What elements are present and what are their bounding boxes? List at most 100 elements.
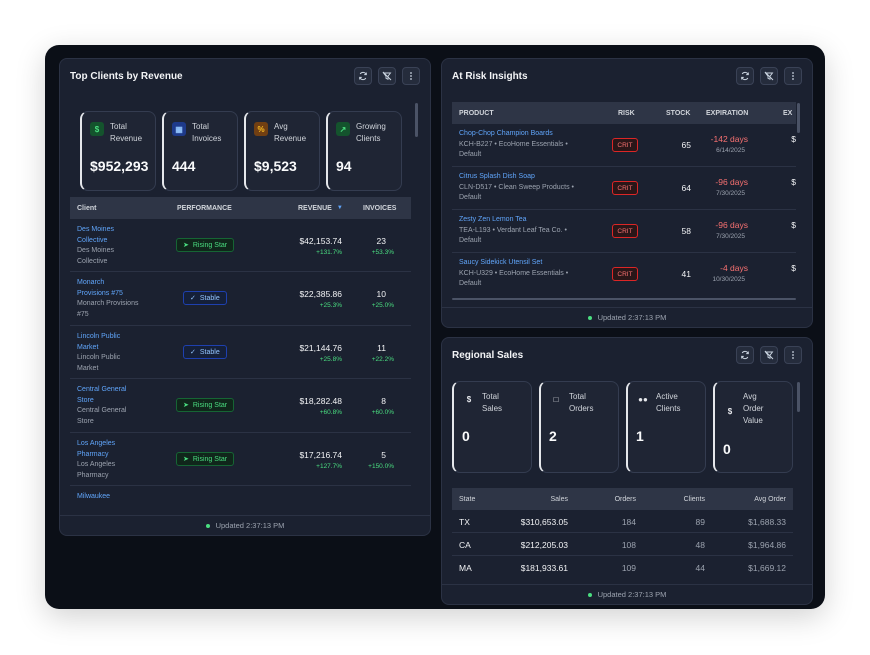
- table-row[interactable]: CA $212,205.03 108 48 $1,964.86: [452, 533, 793, 556]
- column-header-state[interactable]: State: [459, 495, 476, 503]
- table-row[interactable]: Monarch Provisions #75 Monarch Provisions…: [70, 272, 411, 326]
- days-value: -96 days: [715, 177, 748, 187]
- horizontal-scrollbar[interactable]: [452, 298, 796, 300]
- rocket-icon: ➤: [183, 402, 189, 409]
- client-cell: Milwaukee: [77, 492, 110, 503]
- sort-desc-icon: ▼: [336, 205, 343, 211]
- column-header-performance[interactable]: PERFORMANCE: [177, 204, 232, 212]
- product-link[interactable]: Chop-Chop Champion Boards: [459, 130, 553, 137]
- clear-filter-button[interactable]: [760, 67, 778, 85]
- status-dot-icon: [205, 523, 210, 528]
- product-link[interactable]: Zesty Zen Lemon Tea: [459, 216, 527, 223]
- more-menu-button[interactable]: [784, 346, 802, 364]
- table-row[interactable]: Zesty Zen Lemon Tea TEA-L193 • Verdant L…: [452, 210, 796, 253]
- kpi-growing-clients: ↗ Growing Clients 94: [326, 111, 402, 191]
- table-row[interactable]: Des Moines Collective Des Moines Collectiv…: [70, 219, 411, 272]
- kpi-value: 444: [172, 158, 196, 174]
- product-cell: Chop-Chop Champion Boards KCH-B227 • Eco…: [459, 129, 568, 161]
- risk-badge: CRIT: [612, 224, 638, 238]
- client-link[interactable]: Des Moines Collective: [77, 226, 114, 244]
- column-header-product[interactable]: PRODUCT: [459, 109, 494, 117]
- days-value: -142 days: [710, 134, 748, 144]
- dollar-icon: $: [727, 406, 733, 416]
- clipboard-icon: □: [553, 394, 559, 404]
- risk-badge: CRIT: [612, 267, 638, 281]
- column-header-extra[interactable]: EX: [783, 109, 793, 117]
- column-header-avg-order[interactable]: Avg Order: [754, 495, 786, 503]
- client-link[interactable]: Milwaukee: [77, 493, 111, 500]
- table-row[interactable]: Milwaukee: [70, 486, 411, 516]
- invoices-change: +150.0%: [368, 463, 394, 470]
- status-badge: ➤ Rising Star: [176, 238, 235, 252]
- rocket-icon: ➤: [183, 456, 189, 463]
- revenue-change: +60.8%: [319, 409, 342, 416]
- table-row[interactable]: Chop-Chop Champion Boards KCH-B227 • Eco…: [452, 124, 796, 167]
- client-link[interactable]: Lincoln Public Market: [77, 333, 121, 351]
- column-header-client[interactable]: Client: [77, 204, 97, 212]
- table-row[interactable]: MA $181,933.61 109 44 $1,669.12: [452, 556, 793, 579]
- kpi-avg-order-value: $ Avg Order Value 0: [713, 381, 793, 473]
- product-cell: Zesty Zen Lemon Tea TEA-L193 • Verdant L…: [459, 215, 567, 247]
- at-risk-panel: At Risk Insights PRODUCT RISK STOCK EXPI…: [441, 58, 813, 328]
- clients-cell: 48: [695, 540, 705, 550]
- extra-value: $: [791, 263, 796, 273]
- scrollbar[interactable]: [797, 382, 800, 412]
- panel-footer: Updated 2:37:13 PM: [442, 584, 812, 604]
- product-link[interactable]: Saucy Sidekick Utensil Set: [459, 259, 543, 266]
- stock-value: 64: [681, 183, 691, 193]
- table-row[interactable]: Lincoln Public Market Lincoln Public Marke…: [70, 326, 411, 379]
- client-link[interactable]: Central General Store: [77, 386, 127, 404]
- column-header-sales[interactable]: Sales: [550, 495, 568, 503]
- column-header-risk[interactable]: RISK: [618, 109, 635, 117]
- panel-title: Regional Sales: [452, 349, 524, 361]
- column-header-clients[interactable]: Clients: [683, 495, 705, 503]
- client-link[interactable]: Monarch Provisions #75: [77, 279, 123, 297]
- scrollbar[interactable]: [797, 103, 800, 133]
- table-row[interactable]: Los Angeles Pharmacy Los Angeles Pharmacy …: [70, 433, 411, 486]
- table-row[interactable]: TX $310,653.05 184 89 $1,688.33: [452, 510, 793, 533]
- column-header-orders[interactable]: Orders: [614, 495, 636, 503]
- client-cell: Des Moines Collective Des Moines Collectiv…: [77, 225, 114, 267]
- client-subtitle: Central General Store: [77, 407, 127, 425]
- kpi-total-revenue: $ Total Revenue $952,293: [80, 111, 156, 191]
- kpi-active-clients: ●● Active Clients 1: [626, 381, 706, 473]
- refresh-button[interactable]: [736, 67, 754, 85]
- column-header-expiration[interactable]: EXPIRATION: [706, 109, 749, 117]
- clear-filter-button[interactable]: [378, 67, 396, 85]
- filter-off-icon: [764, 350, 774, 360]
- client-link[interactable]: Los Angeles Pharmacy: [77, 440, 116, 458]
- clear-filter-button[interactable]: [760, 346, 778, 364]
- status-dot-icon: [587, 592, 592, 597]
- risk-badge: CRIT: [612, 181, 638, 195]
- column-header-stock[interactable]: STOCK: [666, 109, 691, 117]
- kpi-label: Growing Clients: [356, 122, 386, 143]
- product-meta: KCH-B227 • EcoHome Essentials •: [459, 140, 568, 148]
- regional-table-header: State Sales Orders Clients Avg Order: [452, 488, 793, 510]
- product-cell: Citrus Splash Dish Soap CLN-D517 • Clean…: [459, 172, 574, 204]
- product-location: Default: [459, 237, 482, 244]
- table-row[interactable]: Saucy Sidekick Utensil Set KCH-U329 • Ec…: [452, 253, 796, 296]
- table-row[interactable]: Citrus Splash Dish Soap CLN-D517 • Clean…: [452, 167, 796, 210]
- invoices-change: +22.2%: [371, 356, 394, 363]
- check-icon: ✓: [190, 349, 196, 356]
- invoices-change: +60.0%: [371, 409, 394, 416]
- scrollbar[interactable]: [415, 103, 418, 137]
- more-menu-button[interactable]: [402, 67, 420, 85]
- refresh-button[interactable]: [354, 67, 372, 85]
- more-menu-button[interactable]: [784, 67, 802, 85]
- refresh-button[interactable]: [736, 346, 754, 364]
- kpi-label: Total Invoices: [192, 122, 222, 143]
- column-header-invoices[interactable]: INVOICES: [363, 204, 397, 212]
- product-link[interactable]: Citrus Splash Dish Soap: [459, 173, 535, 180]
- column-header-revenue[interactable]: REVENUE ▼: [298, 204, 343, 212]
- product-meta: CLN-D517 • Clean Sweep Products •: [459, 183, 575, 191]
- avg-order-cell: $1,964.86: [748, 540, 786, 550]
- table-row[interactable]: Central General Store Central General Stor…: [70, 379, 411, 433]
- kpi-value: $9,523: [254, 158, 297, 174]
- kpi-value: 0: [723, 441, 731, 457]
- status-badge: ➤ Rising Star: [176, 398, 235, 412]
- panel-footer: Updated 2:37:13 PM: [60, 515, 430, 535]
- revenue-change: +127.7%: [316, 463, 342, 470]
- invoices-value: 11: [377, 343, 386, 353]
- clients-table-header: Client PERFORMANCE REVENUE ▼ INVOICES: [70, 197, 411, 219]
